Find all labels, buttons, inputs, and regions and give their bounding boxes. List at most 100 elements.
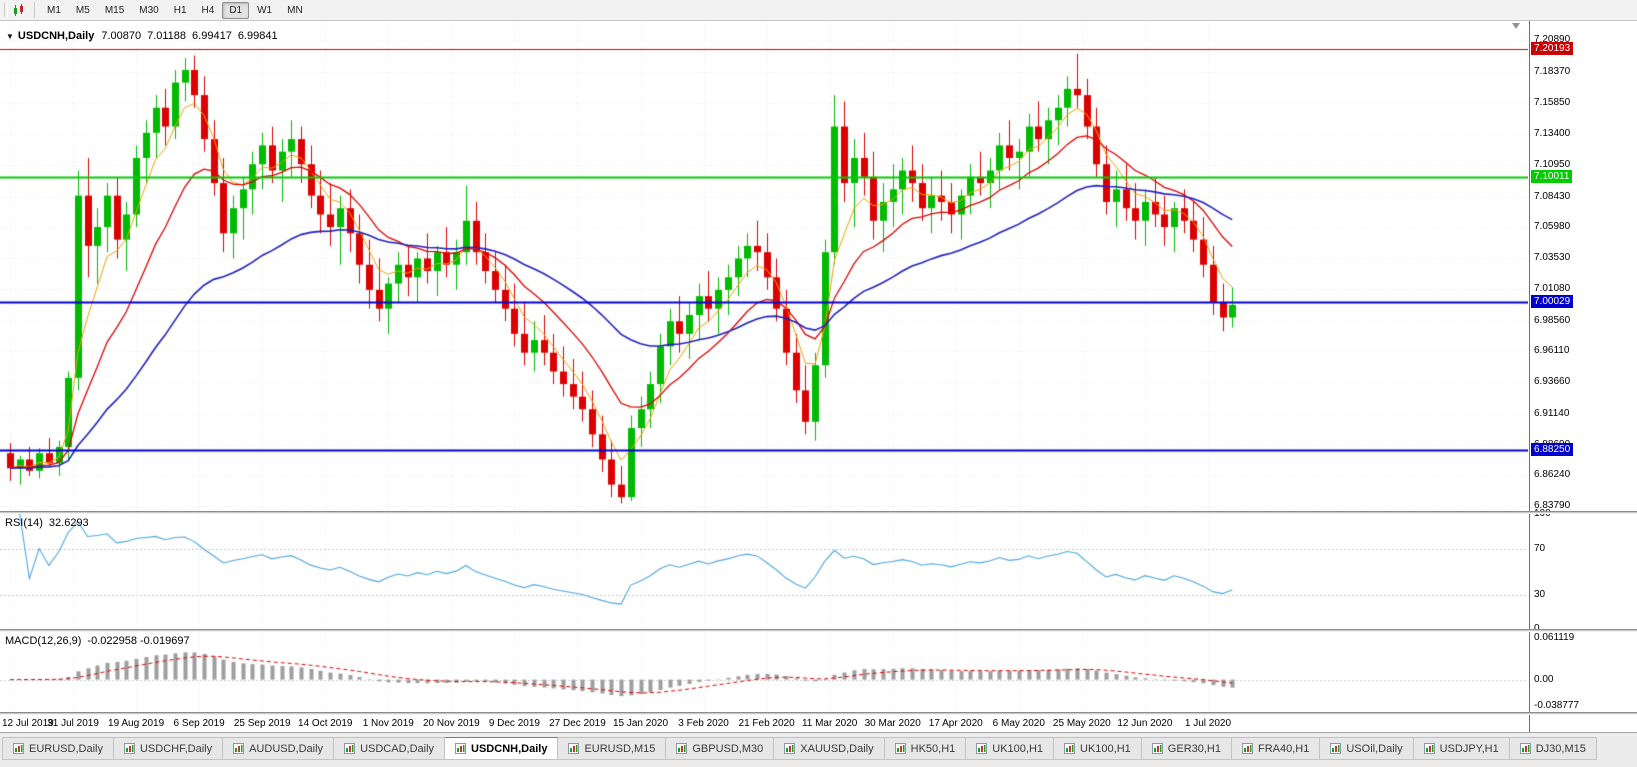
tab-label: EURUSD,M15 [584, 742, 656, 755]
mini-chart-icon [1330, 743, 1342, 754]
chart-tab-hk50-h1[interactable]: HK50,H1 [884, 737, 967, 760]
macd-values: -0.022958 -0.019697 [87, 635, 190, 647]
timeframe-button-m15[interactable]: M15 [104, 4, 125, 16]
panel-splitter-rsi-macd[interactable] [0, 629, 1637, 632]
timeframe-toolbar: M1 M5 M15 M30 H1 H4 D1 W1 MN [0, 0, 1637, 21]
date-tick: 11 Mar 2020 [801, 718, 858, 729]
chart-tab-usdjpy-h1[interactable]: USDJPY,H1 [1413, 737, 1510, 760]
price-tick: 6.91140 [1534, 407, 1570, 419]
chart-tab-usdchf-daily[interactable]: USDCHF,Daily [113, 737, 224, 760]
price-line-badge: 7.10011 [1531, 169, 1573, 183]
date-tick: 15 Jan 2020 [612, 718, 669, 729]
price-line-badge: 7.20193 [1531, 41, 1574, 55]
price-tick: 7.15850 [1534, 97, 1571, 109]
chart-tab-dj30-m15[interactable]: DJ30,M15 [1509, 737, 1597, 760]
tab-label: HK50,H1 [910, 742, 956, 755]
tab-label: EURUSD,Daily [29, 742, 103, 755]
tab-label: DJ30,M15 [1535, 742, 1586, 755]
toolbar-grip [4, 3, 8, 17]
date-tick: 12 Jul 2019 [2, 718, 54, 729]
date-tick: 3 Feb 2020 [678, 718, 729, 729]
timeframe-button-m5[interactable]: M5 [75, 4, 90, 16]
chart-tab-bar: EURUSD,Daily USDCHF,Daily AUDUSD,Daily USDC… [0, 732, 1637, 767]
mini-chart-icon [13, 743, 24, 754]
chart-window: ▼ USDCNH,Daily 7.00870 7.01188 6.99417 6.9984… [0, 21, 1637, 732]
date-axis[interactable]: 12 Jul 2019 31 Jul 2019 19 Aug 2019 6 Sep 2… [0, 715, 1528, 732]
mini-chart-icon [1423, 743, 1435, 754]
date-tick: 1 Jul 2020 [1184, 718, 1232, 729]
price-tick: 6.86240 [1534, 469, 1571, 481]
price-tick: 7.05980 [1534, 221, 1571, 233]
tab-label: FRA40,H1 [1258, 742, 1310, 755]
date-tick: 31 Jul 2019 [47, 718, 99, 729]
timeframe-button-w1[interactable]: W1 [257, 4, 273, 16]
rsi-axis-label: 70 [1534, 542, 1546, 554]
price-tick: 7.03530 [1534, 252, 1571, 264]
timeframe-button-d1[interactable]: D1 [222, 1, 250, 19]
chart-tab-uk100-h1[interactable]: UK100,H1 [966, 737, 1055, 760]
tab-label: USDJPY,H1 [1439, 742, 1499, 755]
chart-tab-gbpusd-m30[interactable]: GBPUSD,M30 [666, 737, 775, 760]
mini-chart-icon [676, 743, 688, 754]
date-tick: 1 Nov 2019 [362, 718, 414, 729]
timeframe-buttons: M1 M5 M15 M30 H1 H4 D1 W1 MN [40, 1, 311, 19]
toolbar-separator [34, 2, 35, 18]
mini-chart-icon [1151, 743, 1163, 754]
close-value: 6.99841 [237, 30, 278, 42]
date-tick: 27 Dec 2019 [549, 718, 606, 729]
one-click-trading-arrow[interactable]: ▼ [6, 32, 14, 41]
date-tick: 21 Feb 2020 [738, 718, 795, 729]
date-tick: 14 Oct 2019 [298, 718, 353, 729]
chart-shift-marker[interactable] [1512, 23, 1520, 29]
panel-splitter-macd-dates[interactable] [0, 712, 1637, 715]
price-chart-canvas[interactable] [0, 21, 1528, 511]
mini-chart-icon [233, 743, 245, 754]
price-tick: 7.01080 [1534, 282, 1571, 294]
tab-label: GER30,H1 [1167, 742, 1221, 755]
chart-title: ▼ USDCNH,Daily 7.00870 7.01188 6.99417 6.9984… [6, 30, 284, 42]
chart-tab-audusd-daily[interactable]: AUDUSD,Daily [223, 737, 335, 760]
date-tick: 9 Dec 2019 [488, 718, 540, 729]
chart-tab-eurusd-daily[interactable]: EURUSD,Daily [2, 737, 114, 760]
chart-tab-uk100-h1[interactable]: UK100,H1 [1054, 737, 1142, 760]
chart-tab-xauusd-daily[interactable]: XAUUSD,Daily [774, 737, 885, 760]
chart-tab-eurusd-m15[interactable]: EURUSD,M15 [558, 737, 667, 760]
timeframe-button-mn[interactable]: MN [287, 4, 303, 16]
low-value: 6.99417 [192, 30, 232, 42]
chart-tab-usoil-daily[interactable]: USOil,Daily [1320, 737, 1414, 760]
mini-chart-icon [1519, 743, 1531, 754]
mini-chart-icon [344, 743, 356, 754]
timeframe-button-h1[interactable]: H1 [173, 4, 187, 16]
macd-axis-label: 0.061119 [1534, 632, 1575, 643]
tab-label: AUDUSD,Daily [249, 742, 324, 755]
chart-tab-usdcad-daily[interactable]: USDCAD,Daily [334, 737, 446, 760]
price-tick: 6.96110 [1534, 345, 1570, 357]
timeframe-button-m30[interactable]: M30 [139, 4, 159, 16]
chart-tab-ger30-h1[interactable]: GER30,H1 [1141, 737, 1232, 760]
timeframe-button-m1[interactable]: M1 [47, 4, 61, 16]
macd-indicator-label: MACD(12,26,9) -0.022958 -0.019697 [5, 635, 190, 647]
date-tick: 6 Sep 2019 [173, 718, 225, 729]
price-tick: 7.18370 [1534, 65, 1571, 77]
rsi-name: RSI(14) [5, 517, 43, 529]
mini-chart-icon [784, 743, 796, 754]
panel-splitter-main-rsi[interactable] [0, 511, 1637, 514]
price-tick: 7.13400 [1534, 128, 1571, 140]
timeframe-button-h4[interactable]: H4 [201, 4, 215, 16]
price-tick: 7.20890 [1534, 33, 1571, 45]
rsi-panel-canvas[interactable] [0, 514, 1528, 629]
candlestick-chart-icon[interactable] [12, 3, 27, 18]
rsi-axis-label: 30 [1534, 588, 1546, 600]
price-line-badge: 6.88250 [1531, 443, 1574, 457]
date-tick: 17 Apr 2020 [928, 718, 983, 729]
price-tick: 6.83790 [1534, 500, 1571, 512]
macd-axis-label: -0.038777 [1534, 700, 1580, 711]
price-axis[interactable]: 7.20890 7.18370 7.15850 7.13400 7.10950 7.084… [1529, 21, 1637, 732]
chart-tab-fra40-h1[interactable]: FRA40,H1 [1232, 737, 1321, 760]
macd-panel-canvas[interactable] [0, 632, 1528, 712]
symbol-period-label: USDCNH,Daily [17, 30, 95, 42]
chart-tab-usdcnh-daily[interactable]: USDCNH,Daily [445, 737, 559, 760]
mini-chart-icon [894, 743, 906, 754]
macd-name: MACD(12,26,9) [5, 635, 82, 647]
price-tick: 6.93660 [1534, 376, 1571, 388]
